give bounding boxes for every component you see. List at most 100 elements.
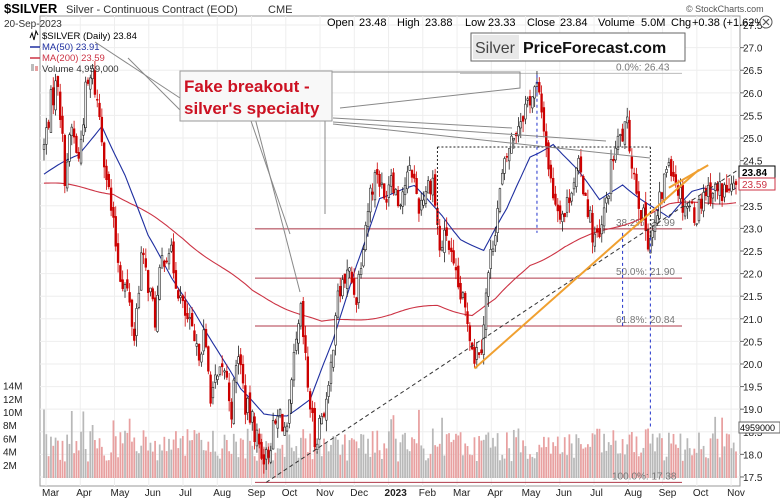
volume-bar xyxy=(61,440,64,478)
volume-bar xyxy=(353,439,356,478)
volume-bar xyxy=(219,458,221,478)
volume-bar xyxy=(114,436,117,478)
volume-bar xyxy=(50,436,52,478)
fibonacci-label: 61.8%: 20.84 xyxy=(616,315,675,326)
volume-bar xyxy=(239,438,242,478)
volume-bar xyxy=(607,442,610,478)
volume-bar xyxy=(705,457,707,478)
candle-body xyxy=(181,295,185,302)
candle-body xyxy=(401,191,404,207)
candle-body xyxy=(575,167,578,187)
low-value: 23.33 xyxy=(488,17,516,29)
volume-bar xyxy=(128,418,131,478)
candle-body xyxy=(547,142,550,170)
candle-body xyxy=(253,416,256,442)
candle-body xyxy=(315,443,319,450)
orange-resistance-segment xyxy=(668,164,709,189)
candle-body xyxy=(646,229,650,250)
volume-bar xyxy=(721,417,723,478)
candle-body xyxy=(681,185,684,213)
volume-bar xyxy=(455,433,457,478)
volume-tick-label: 6M xyxy=(3,434,17,445)
volume-bar xyxy=(394,438,397,478)
candle-body xyxy=(72,128,76,138)
candle-body xyxy=(445,227,448,236)
candle-body xyxy=(693,207,696,223)
candle-body xyxy=(322,413,326,417)
volume-bar xyxy=(538,444,541,478)
candle-body xyxy=(172,241,175,274)
volume-bar xyxy=(413,439,416,478)
candle-body xyxy=(630,156,634,169)
candle-body xyxy=(399,204,402,207)
candle-body xyxy=(364,225,367,251)
volume-bar xyxy=(112,420,115,478)
x-tick-label: May xyxy=(111,488,130,499)
volume-bar xyxy=(163,436,166,478)
volume-bar xyxy=(293,451,295,478)
volume-bar xyxy=(644,429,647,478)
annotation-line1: Fake breakout - xyxy=(184,77,310,96)
volume-bar xyxy=(635,436,638,478)
volume-bar xyxy=(434,445,437,478)
candle-body xyxy=(501,172,504,185)
candle-body xyxy=(533,86,536,99)
volume-bar xyxy=(624,454,626,478)
volume-bar xyxy=(406,449,409,478)
candle-body xyxy=(350,271,353,283)
candle-body xyxy=(255,429,259,447)
candle-body xyxy=(68,134,71,162)
volume-bar xyxy=(561,452,564,478)
dismiss-icon[interactable] xyxy=(759,15,773,29)
volume-bar xyxy=(658,433,661,478)
candle-body xyxy=(123,284,127,292)
candle-body xyxy=(440,247,444,251)
candle-body xyxy=(503,158,506,174)
candle-body xyxy=(563,212,566,217)
volume-bar xyxy=(232,433,235,478)
candle-body xyxy=(538,82,541,93)
candle-body xyxy=(593,233,596,247)
candle-body xyxy=(521,116,525,122)
candle-body xyxy=(114,216,117,247)
volume-bar xyxy=(438,443,441,478)
volume-bar xyxy=(654,451,656,478)
y-tick-label: 27.0 xyxy=(743,44,763,55)
volume-bar xyxy=(450,442,453,478)
candle-body xyxy=(137,292,141,308)
candle-body xyxy=(352,278,356,295)
volume-tag: 4959000 xyxy=(738,421,780,434)
candle-body xyxy=(376,169,379,175)
volume-bar xyxy=(517,428,520,478)
candle-body xyxy=(281,413,284,432)
volume-bar xyxy=(290,447,293,478)
candle-body xyxy=(332,349,335,368)
volume-bar xyxy=(256,460,258,478)
candle-body xyxy=(461,292,465,299)
volume-bar xyxy=(87,461,89,478)
volume-tick-label: 4M xyxy=(3,448,17,459)
volume-bar xyxy=(651,433,654,478)
volume-bar xyxy=(274,452,277,478)
volume-bar xyxy=(223,434,226,478)
candle-body xyxy=(700,198,703,209)
candle-body xyxy=(278,409,282,416)
volume-label: Volume xyxy=(598,17,635,29)
legend-ma200-text: MA(200) 23.59 xyxy=(42,53,105,64)
chg-label: Chg xyxy=(671,17,691,29)
candle-body xyxy=(711,193,715,199)
volume-bar xyxy=(258,435,261,478)
volume-bar xyxy=(496,433,499,478)
candle-body xyxy=(61,115,64,134)
candle-body xyxy=(387,184,391,198)
candle-body xyxy=(667,162,671,166)
legend-item-volume: Volume 4,959,000 xyxy=(31,64,119,75)
volume-bar xyxy=(399,442,402,478)
volume-bar xyxy=(508,448,511,478)
volume-bar xyxy=(522,440,524,478)
candle-body xyxy=(480,349,483,354)
candle-body xyxy=(149,287,152,293)
candle-body xyxy=(311,407,314,414)
candle-body xyxy=(473,346,476,364)
candle-body xyxy=(651,229,654,238)
